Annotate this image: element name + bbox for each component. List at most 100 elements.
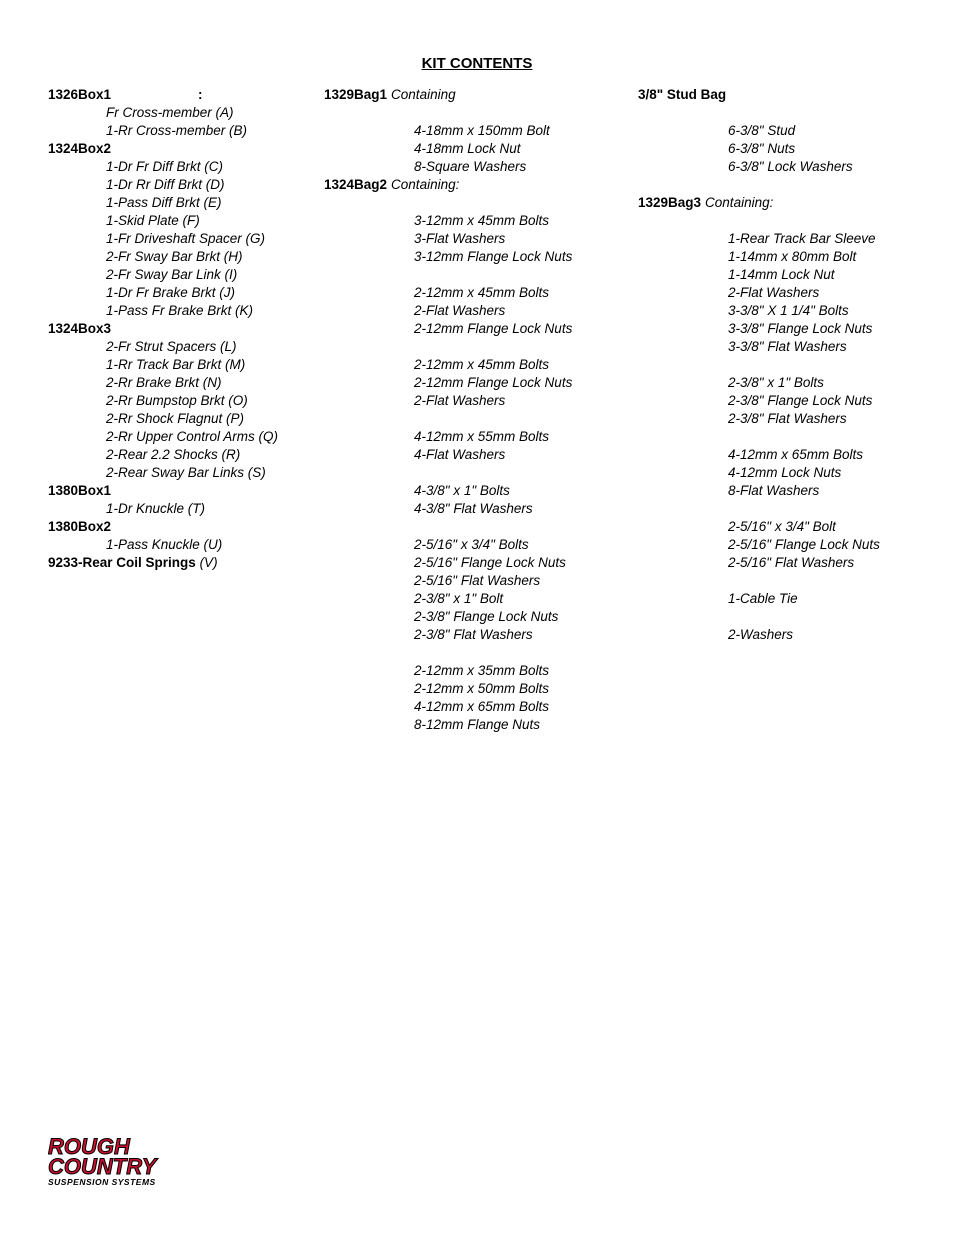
list-item: 1-Pass Knuckle (U) xyxy=(48,536,324,554)
blank-line xyxy=(638,500,906,518)
list-item: 2-Fr Sway Bar Link (I) xyxy=(48,266,324,284)
list-item: 4-12mm x 55mm Bolts xyxy=(324,428,638,446)
list-item: 8-Square Washers xyxy=(324,158,638,176)
list-item: 4-12mm x 65mm Bolts xyxy=(324,698,638,716)
list-item: 4-18mm x 150mm Bolt xyxy=(324,122,638,140)
bag-1324-2-header: 1324Bag2 Containing: xyxy=(324,176,638,194)
list-item: 1-Fr Driveshaft Spacer (G) xyxy=(48,230,324,248)
list-item: 2-Rear Sway Bar Links (S) xyxy=(48,464,324,482)
blank-line xyxy=(638,608,906,626)
bag-1324-2-tail: Containing: xyxy=(391,176,459,194)
blank-line xyxy=(324,518,638,536)
page-title: KIT CONTENTS xyxy=(48,55,906,72)
list-item: 2-5/16" x 3/4" Bolts xyxy=(324,536,638,554)
list-item: 1-14mm x 80mm Bolt xyxy=(638,248,906,266)
list-item: 6-3/8" Stud xyxy=(638,122,906,140)
list-item: 4-12mm x 65mm Bolts xyxy=(638,446,906,464)
list-item: 2-5/16" x 3/4" Bolt xyxy=(638,518,906,536)
bag-1329-3-header: 1329Bag3 Containing: xyxy=(638,194,906,212)
list-item: 2-3/8" Flat Washers xyxy=(324,626,638,644)
list-item: 2-Fr Sway Bar Brkt (H) xyxy=(48,248,324,266)
box-1326-header: 1326Box1 : xyxy=(48,86,324,104)
bag-1324-2-title: 1324Bag2 xyxy=(324,176,387,194)
blank-line xyxy=(638,428,906,446)
list-item: 2-12mm x 35mm Bolts xyxy=(324,662,638,680)
list-item: 2-5/16" Flat Washers xyxy=(638,554,906,572)
list-item: 1-Dr Rr Diff Brkt (D) xyxy=(48,176,324,194)
list-item: 1-14mm Lock Nut xyxy=(638,266,906,284)
blank-line xyxy=(324,104,638,122)
list-item: 3-12mm Flange Lock Nuts xyxy=(324,248,638,266)
list-item: 6-3/8" Nuts xyxy=(638,140,906,158)
coil-springs-title: 9233-Rear Coil Springs xyxy=(48,555,200,570)
list-item: 2-12mm x 50mm Bolts xyxy=(324,680,638,698)
list-item: 2-12mm Flange Lock Nuts xyxy=(324,374,638,392)
coil-springs-tail: (V) xyxy=(200,555,218,570)
list-item: 1-Cable Tie xyxy=(638,590,906,608)
blank-line xyxy=(638,104,906,122)
list-item: 3-12mm x 45mm Bolts xyxy=(324,212,638,230)
bag-1329-3-title: 1329Bag3 xyxy=(638,194,701,212)
list-item: 2-3/8" x 1" Bolt xyxy=(324,590,638,608)
list-item: 1-Rr Track Bar Brkt (M) xyxy=(48,356,324,374)
blank-line xyxy=(324,194,638,212)
list-item: 2-Rr Brake Brkt (N) xyxy=(48,374,324,392)
bag-1329-3-tail: Containing: xyxy=(705,194,773,212)
blank-line xyxy=(638,176,906,194)
blank-line xyxy=(324,644,638,662)
list-item: 4-12mm Lock Nuts xyxy=(638,464,906,482)
list-item: 2-3/8" Flange Lock Nuts xyxy=(638,392,906,410)
list-item: 1-Pass Fr Brake Brkt (K) xyxy=(48,302,324,320)
list-item: 3-Flat Washers xyxy=(324,230,638,248)
logo-line2: COUNTRY xyxy=(48,1154,159,1179)
list-item: 2-5/16" Flange Lock Nuts xyxy=(324,554,638,572)
list-item: 2-Flat Washers xyxy=(324,302,638,320)
list-item: 2-3/8" Flat Washers xyxy=(638,410,906,428)
list-item: 2-5/16" Flange Lock Nuts xyxy=(638,536,906,554)
brand-logo: ROUGH COUNTRY SUSPENSION SYSTEMS xyxy=(48,1132,203,1190)
stud-bag-title: 3/8" Stud Bag xyxy=(638,86,906,104)
blank-line xyxy=(324,266,638,284)
blank-line xyxy=(638,572,906,590)
list-item: 2-12mm Flange Lock Nuts xyxy=(324,320,638,338)
list-item: 1-Dr Fr Diff Brkt (C) xyxy=(48,158,324,176)
column-3: 3/8" Stud Bag 6-3/8" Stud 6-3/8" Nuts 6-… xyxy=(638,86,906,734)
blank-line xyxy=(324,410,638,428)
list-item: 2-3/8" Flange Lock Nuts xyxy=(324,608,638,626)
rough-country-logo-icon: ROUGH COUNTRY SUSPENSION SYSTEMS xyxy=(48,1132,203,1190)
logo-line3: SUSPENSION SYSTEMS xyxy=(48,1177,156,1187)
blank-line xyxy=(638,212,906,230)
list-item: 3-3/8" X 1 1/4" Bolts xyxy=(638,302,906,320)
bag-1329-1-tail: Containing xyxy=(391,86,456,104)
bag-1329-1-header: 1329Bag1 Containing xyxy=(324,86,638,104)
list-item: 3-3/8" Flange Lock Nuts xyxy=(638,320,906,338)
list-item: 8-Flat Washers xyxy=(638,482,906,500)
list-item: 2-Rear 2.2 Shocks (R) xyxy=(48,446,324,464)
blank-line xyxy=(324,464,638,482)
list-item: 2-Flat Washers xyxy=(638,284,906,302)
column-2: 1329Bag1 Containing 4-18mm x 150mm Bolt … xyxy=(324,86,638,734)
box-1380-2-title: 1380Box2 xyxy=(48,518,324,536)
box-1324-3-title: 1324Box3 xyxy=(48,320,324,338)
list-item: 2-Rr Bumpstop Brkt (O) xyxy=(48,392,324,410)
columns: 1326Box1 : Fr Cross-member (A) 1-Rr Cros… xyxy=(48,86,906,734)
column-1: 1326Box1 : Fr Cross-member (A) 1-Rr Cros… xyxy=(48,86,324,734)
list-item: 4-Flat Washers xyxy=(324,446,638,464)
list-item: 2-Rr Upper Control Arms (Q) xyxy=(48,428,324,446)
list-item: 2-3/8" x 1" Bolts xyxy=(638,374,906,392)
list-item: 2-Rr Shock Flagnut (P) xyxy=(48,410,324,428)
list-item: 3-3/8" Flat Washers xyxy=(638,338,906,356)
list-item: 1-Rear Track Bar Sleeve xyxy=(638,230,906,248)
list-item: 2-12mm x 45mm Bolts xyxy=(324,356,638,374)
list-item: 2-Flat Washers xyxy=(324,392,638,410)
blank-line xyxy=(638,356,906,374)
list-item: 1-Rr Cross-member (B) xyxy=(48,122,324,140)
list-item: 4-18mm Lock Nut xyxy=(324,140,638,158)
list-item: 4-3/8" Flat Washers xyxy=(324,500,638,518)
bag-1329-1-title: 1329Bag1 xyxy=(324,86,387,104)
blank-line xyxy=(324,338,638,356)
box-1326-title: 1326Box1 xyxy=(48,86,198,104)
list-item: 2-5/16" Flat Washers xyxy=(324,572,638,590)
list-item: 2-Fr Strut Spacers (L) xyxy=(48,338,324,356)
list-item: Fr Cross-member (A) xyxy=(48,104,324,122)
